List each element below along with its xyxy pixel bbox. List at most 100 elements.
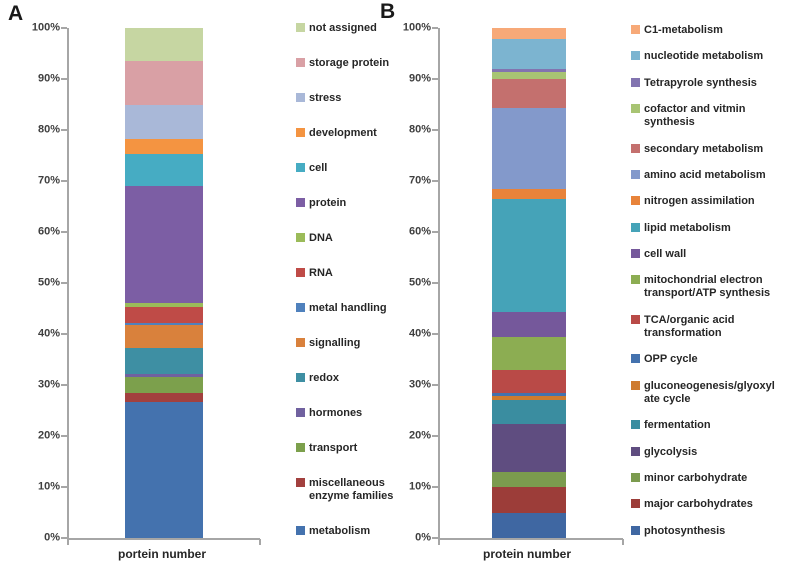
- legend-swatch: [296, 232, 305, 242]
- plot-area-b: 0% 10% 20% 30% 40% 50% 60% 70% 80% 90% 100%: [403, 22, 624, 545]
- bar-segment: [125, 307, 203, 323]
- y-axis-tick-label: 60%: [408, 225, 431, 238]
- bar-segment: [492, 513, 566, 538]
- bar-segment: [125, 324, 203, 348]
- legend-label: Tetrapyrole synthesis: [644, 76, 757, 89]
- legend-swatch: [631, 525, 640, 535]
- y-axis-tick-mark: [61, 282, 67, 284]
- y-axis-tick-mark: [432, 27, 438, 29]
- legend-label: minor carbohydrate: [644, 471, 748, 484]
- panel-label-b: B: [380, 0, 396, 23]
- legend-swatch: [631, 380, 640, 390]
- x-axis-end-tick: [259, 539, 261, 545]
- legend-label: cell: [309, 161, 328, 174]
- legend-item: metal handling: [296, 302, 409, 315]
- bar-segment: [492, 395, 566, 400]
- bar-segment: [492, 337, 566, 371]
- legend-item: amino acid metabolism: [631, 169, 776, 182]
- y-axis-tick-mark: [61, 231, 67, 233]
- y-axis-tick-mark: [432, 282, 438, 284]
- legend-item: storage protein: [296, 57, 409, 70]
- legend-label: not assigned: [309, 22, 377, 34]
- x-axis-label-a: portein number: [117, 547, 207, 561]
- legend-item: hormones: [296, 407, 409, 420]
- legend-label: C1-metabolism: [644, 24, 723, 36]
- stacked-bar-a: [125, 28, 203, 538]
- bar-segment: [492, 198, 566, 313]
- legend-item: transport: [296, 442, 409, 455]
- y-axis-tick-label: 40%: [408, 327, 431, 340]
- legend-item: redox: [296, 372, 409, 385]
- y-axis-tick-mark: [432, 231, 438, 233]
- y-axis-tick-mark: [432, 333, 438, 335]
- legend-label: signalling: [309, 336, 361, 349]
- y-axis-tick-mark: [61, 129, 67, 131]
- legend-item: DNA: [296, 232, 409, 245]
- legend-item: development: [296, 127, 409, 140]
- y-axis-tick-label: 70%: [408, 174, 431, 187]
- y-axis-tick-mark: [432, 537, 438, 539]
- stacked-bar-b: [492, 28, 566, 538]
- legend-item: fermentation: [631, 419, 776, 432]
- legend-swatch: [296, 372, 305, 382]
- y-axis-tick-mark: [61, 537, 67, 539]
- legend-label: cell wall: [644, 247, 687, 260]
- legend-swatch: [631, 499, 640, 509]
- y-axis-tick-label: 40%: [37, 327, 60, 340]
- legend-label: stress: [309, 91, 342, 104]
- bar-segment: [125, 374, 203, 377]
- legend-swatch: [296, 442, 305, 452]
- legend-item: OPP cycle: [631, 353, 776, 366]
- bar-segment: [492, 108, 566, 190]
- legend-item: gluconeogenesis/glyoxylate cycle: [631, 380, 776, 406]
- y-axis-tick-mark: [61, 333, 67, 335]
- legend-label: miscellaneous enzyme families: [309, 476, 394, 502]
- legend-label: gluconeogenesis/glyoxylate cycle: [644, 379, 775, 405]
- bar-segment: [492, 71, 566, 80]
- legend-label: redox: [309, 371, 339, 384]
- legend-swatch: [296, 197, 305, 207]
- legend-item: minor carbohydrate: [631, 472, 776, 485]
- legend-label: RNA: [309, 266, 333, 279]
- y-axis-tick-label: 100%: [31, 21, 60, 34]
- legend-label: metabolism: [309, 524, 371, 537]
- legend-item: stress: [296, 92, 409, 105]
- y-axis-tick-mark: [61, 180, 67, 182]
- legend-label: photosynthesis: [644, 524, 726, 537]
- legend-swatch: [631, 196, 640, 206]
- legend-item: not assigned: [296, 22, 409, 35]
- legend-swatch: [296, 162, 305, 172]
- bar-segment: [492, 399, 566, 424]
- legend-swatch: [296, 23, 305, 32]
- bar-segment: [125, 139, 203, 155]
- legend-item: TCA/organic acid transformation: [631, 314, 776, 340]
- legend-item: RNA: [296, 267, 409, 280]
- legend-item: nitrogen assimilation: [631, 195, 776, 208]
- bar-segment: [492, 486, 566, 514]
- legend-label: hormones: [309, 406, 363, 419]
- y-axis-tick-label: 50%: [408, 276, 431, 289]
- bar-segment: [492, 69, 566, 72]
- legend-item: C1-metabolism: [631, 24, 776, 37]
- legend-item: cell wall: [631, 248, 776, 261]
- y-axis-tick-label: 0%: [44, 531, 60, 544]
- y-axis-tick-label: 90%: [37, 72, 60, 85]
- legend-swatch: [296, 267, 305, 277]
- legend-label: development: [309, 126, 377, 139]
- legend-swatch: [296, 302, 305, 312]
- y-axis-tick-label: 90%: [408, 72, 431, 85]
- y-axis-tick-label: 20%: [37, 429, 60, 442]
- y-axis-tick-label: 100%: [402, 21, 431, 34]
- legend-item: Tetrapyrole synthesis: [631, 77, 776, 90]
- y-axis-tick-mark: [61, 435, 67, 437]
- legend-item: signalling: [296, 337, 409, 350]
- y-axis-tick-mark: [432, 180, 438, 182]
- x-axis-origin-tick: [438, 539, 440, 545]
- bar-segment: [492, 312, 566, 338]
- bar-segment: [492, 423, 566, 472]
- bar-segment: [125, 154, 203, 187]
- legend-swatch: [631, 314, 640, 324]
- y-axis-tick-label: 70%: [37, 174, 60, 187]
- legend-item: mitochondrial electron transport/ATP syn…: [631, 274, 776, 300]
